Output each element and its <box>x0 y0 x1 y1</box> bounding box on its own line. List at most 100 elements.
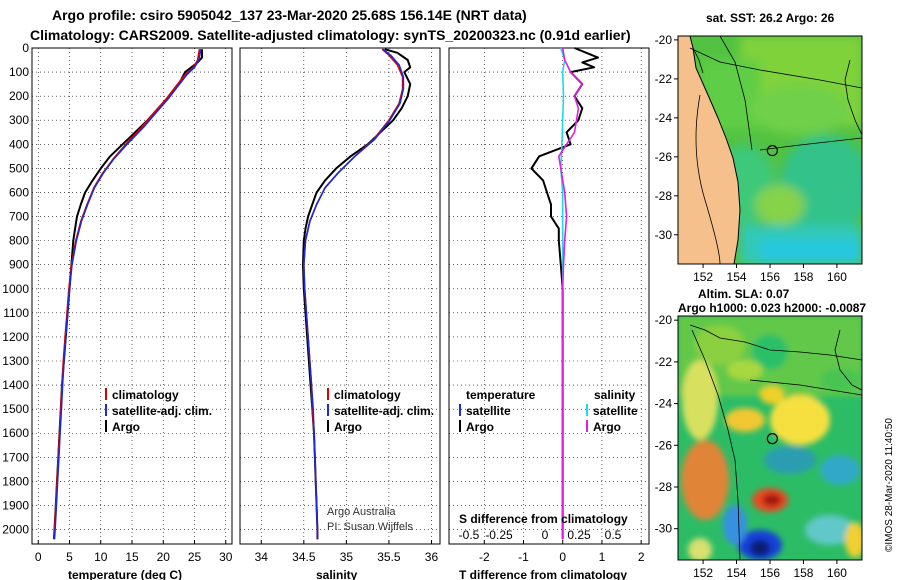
sla-map-ytick-label: -30 <box>655 522 673 536</box>
depth-tick-label: 100 <box>9 65 29 79</box>
sla-map-field <box>678 316 862 560</box>
sst-map-ytick-label: -24 <box>655 111 673 125</box>
salinity-xtick-label: 34 <box>255 550 269 564</box>
difference-xtick-label: 1 <box>599 550 606 564</box>
depth-tick-label: 1700 <box>2 450 29 464</box>
difference-legend: temperature satellite Argo salinity sate… <box>459 388 638 526</box>
s-difference-axis-label: S difference from climatology <box>459 512 628 526</box>
annotation-pi: PI: Susan Wijffels <box>327 521 413 533</box>
sla-map-xtick-label: 160 <box>827 566 847 580</box>
legend-label-s-argo: Argo <box>593 420 621 434</box>
sst-map-xtick-label: 160 <box>827 270 847 284</box>
sla-map-ytick-label: -28 <box>655 480 673 494</box>
annotation-argo-australia: Argo Australia <box>327 506 396 518</box>
sla-map-ytick-label: -26 <box>655 438 673 452</box>
sla-map-xtick-label: 154 <box>727 566 747 580</box>
depth-tick-label: 1900 <box>2 498 29 512</box>
salinity-axis-label: salinity <box>316 568 358 580</box>
salinity-xtick-label: 34.5 <box>292 550 316 564</box>
temperature-xtick-label: 20 <box>157 550 171 564</box>
legend-label-s-satellite: satellite <box>593 404 638 418</box>
legend-title-temperature: temperature <box>466 388 536 402</box>
depth-tick-label: 900 <box>9 258 29 272</box>
sla-map-xtick-label: 158 <box>793 566 813 580</box>
depth-tick-label: 1500 <box>2 402 29 416</box>
depth-tick-label: 1200 <box>2 330 29 344</box>
sst-map-xtick-label: 156 <box>760 270 780 284</box>
sla-map-xtick-label: 152 <box>693 566 713 580</box>
depth-tick-label: 1000 <box>2 282 29 296</box>
t-difference-axis-label: T difference from climatology <box>459 568 627 580</box>
depth-tick-label: 200 <box>9 89 29 103</box>
sst-map-ytick-label: -20 <box>655 33 673 47</box>
sst-map-ytick-label: -22 <box>655 72 673 86</box>
figure-title-line1: Argo profile: csiro 5905042_137 23-Mar-2… <box>52 7 527 23</box>
australia-land <box>678 36 741 264</box>
sst-map-title: sat. SST: 26.2 Argo: 26 <box>706 11 835 25</box>
legend-label-satellite: satellite-adj. clim. <box>112 404 212 418</box>
depth-tick-label: 1400 <box>2 378 29 392</box>
depth-tick-label: 800 <box>9 234 29 248</box>
depth-tick-label: 1300 <box>2 354 29 368</box>
depth-tick-label: 400 <box>9 137 29 151</box>
legend-label-t-satellite: satellite <box>466 404 511 418</box>
depth-tick-label: 0 <box>22 41 29 55</box>
difference-xtick-label: -2 <box>479 550 490 564</box>
sla-map-subtitle: Argo h1000: 0.023 h2000: -0.0087 <box>678 301 866 315</box>
temperature-xtick-label: 15 <box>125 550 139 564</box>
depth-tick-label: 1600 <box>2 426 29 440</box>
legend-label-climatology: climatology <box>112 388 179 402</box>
salinity-legend: climatology satellite-adj. clim. Argo Ar… <box>327 388 434 533</box>
sst-map-argo-position <box>766 144 778 157</box>
temperature-xtick-label: 5 <box>66 550 73 564</box>
depth-tick-label: 2000 <box>2 523 29 537</box>
legend-label-t-argo: Argo <box>466 420 494 434</box>
sst-map-ytick-label: -28 <box>655 189 673 203</box>
sdiff-tick-label: -0.5 <box>459 528 480 542</box>
sdiff-tick-label: 0 <box>542 528 549 542</box>
difference-xtick-label: 0 <box>559 550 566 564</box>
legend-label-argo: Argo <box>334 420 362 434</box>
temperature-series-satellite-adj-clim- <box>53 49 202 540</box>
difference-panel-frame <box>448 47 650 545</box>
temperature-xtick-label: 10 <box>94 550 108 564</box>
temperature-axis-label: temperature (deg C) <box>68 568 182 580</box>
depth-tick-label: 700 <box>9 210 29 224</box>
depth-tick-label: 1100 <box>3 306 29 320</box>
difference-xtick-label: -1 <box>518 550 529 564</box>
difference-series-s-argo <box>557 47 584 540</box>
sst-map-ytick-label: -26 <box>655 150 673 164</box>
depth-tick-label: 600 <box>9 185 29 199</box>
depth-tick-label: 500 <box>9 161 29 175</box>
legend-label-satellite: satellite-adj. clim. <box>334 404 434 418</box>
sst-map-xtick-label: 152 <box>693 270 713 284</box>
salinity-series-satellite-adj-clim- <box>302 48 405 540</box>
sst-map-xtick-label: 158 <box>793 270 813 284</box>
sdiff-tick-label: 0.25 <box>567 528 591 542</box>
temperature-legend: climatology satellite-adj. clim. Argo <box>105 388 212 434</box>
salinity-xtick-label: 35 <box>340 550 354 564</box>
sdiff-tick-label: -0.25 <box>485 528 513 542</box>
salinity-panel-frame <box>239 47 441 545</box>
depth-tick-label: 1800 <box>2 474 29 488</box>
sla-map-ytick-label: -24 <box>655 397 673 411</box>
figure-title-line2: Climatology: CARS2009. Satellite-adjuste… <box>30 27 631 43</box>
temperature-xtick-label: 30 <box>219 550 233 564</box>
sla-map-ytick-label: -22 <box>655 355 673 369</box>
legend-label-argo: Argo <box>112 420 140 434</box>
sst-map-field <box>678 36 862 264</box>
sla-map-argo-position <box>766 433 778 445</box>
legend-title-salinity: salinity <box>594 388 636 402</box>
sst-map-xtick-label: 154 <box>727 270 747 284</box>
temperature-xtick-label: 0 <box>35 550 42 564</box>
sst-map-ytick-label: -30 <box>655 228 673 242</box>
sdiff-tick-label: 0.5 <box>605 528 622 542</box>
difference-xtick-label: 2 <box>638 550 645 564</box>
sla-map-ytick-label: -20 <box>655 313 673 327</box>
legend-label-climatology: climatology <box>334 388 401 402</box>
sla-map-title: Altim. SLA: 0.07 <box>698 287 790 301</box>
salinity-xtick-label: 36 <box>425 550 439 564</box>
temperature-xtick-label: 25 <box>188 550 202 564</box>
sla-map-xtick-label: 156 <box>760 566 780 580</box>
